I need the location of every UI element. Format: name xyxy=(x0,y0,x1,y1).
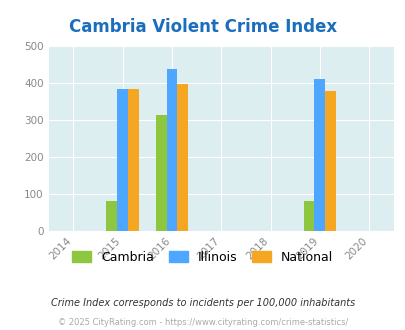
Bar xyxy=(166,69,177,231)
Bar xyxy=(128,89,139,231)
Text: © 2025 CityRating.com - https://www.cityrating.com/crime-statistics/: © 2025 CityRating.com - https://www.city… xyxy=(58,318,347,327)
Bar xyxy=(117,89,128,231)
Bar xyxy=(314,80,324,231)
Legend: Cambria, Illinois, National: Cambria, Illinois, National xyxy=(68,247,337,268)
Bar xyxy=(156,115,166,231)
Bar xyxy=(106,201,117,231)
Text: Cambria Violent Crime Index: Cambria Violent Crime Index xyxy=(69,18,336,36)
Bar xyxy=(324,90,335,231)
Text: Crime Index corresponds to incidents per 100,000 inhabitants: Crime Index corresponds to incidents per… xyxy=(51,298,354,308)
Bar xyxy=(177,84,188,231)
Bar xyxy=(303,201,314,231)
